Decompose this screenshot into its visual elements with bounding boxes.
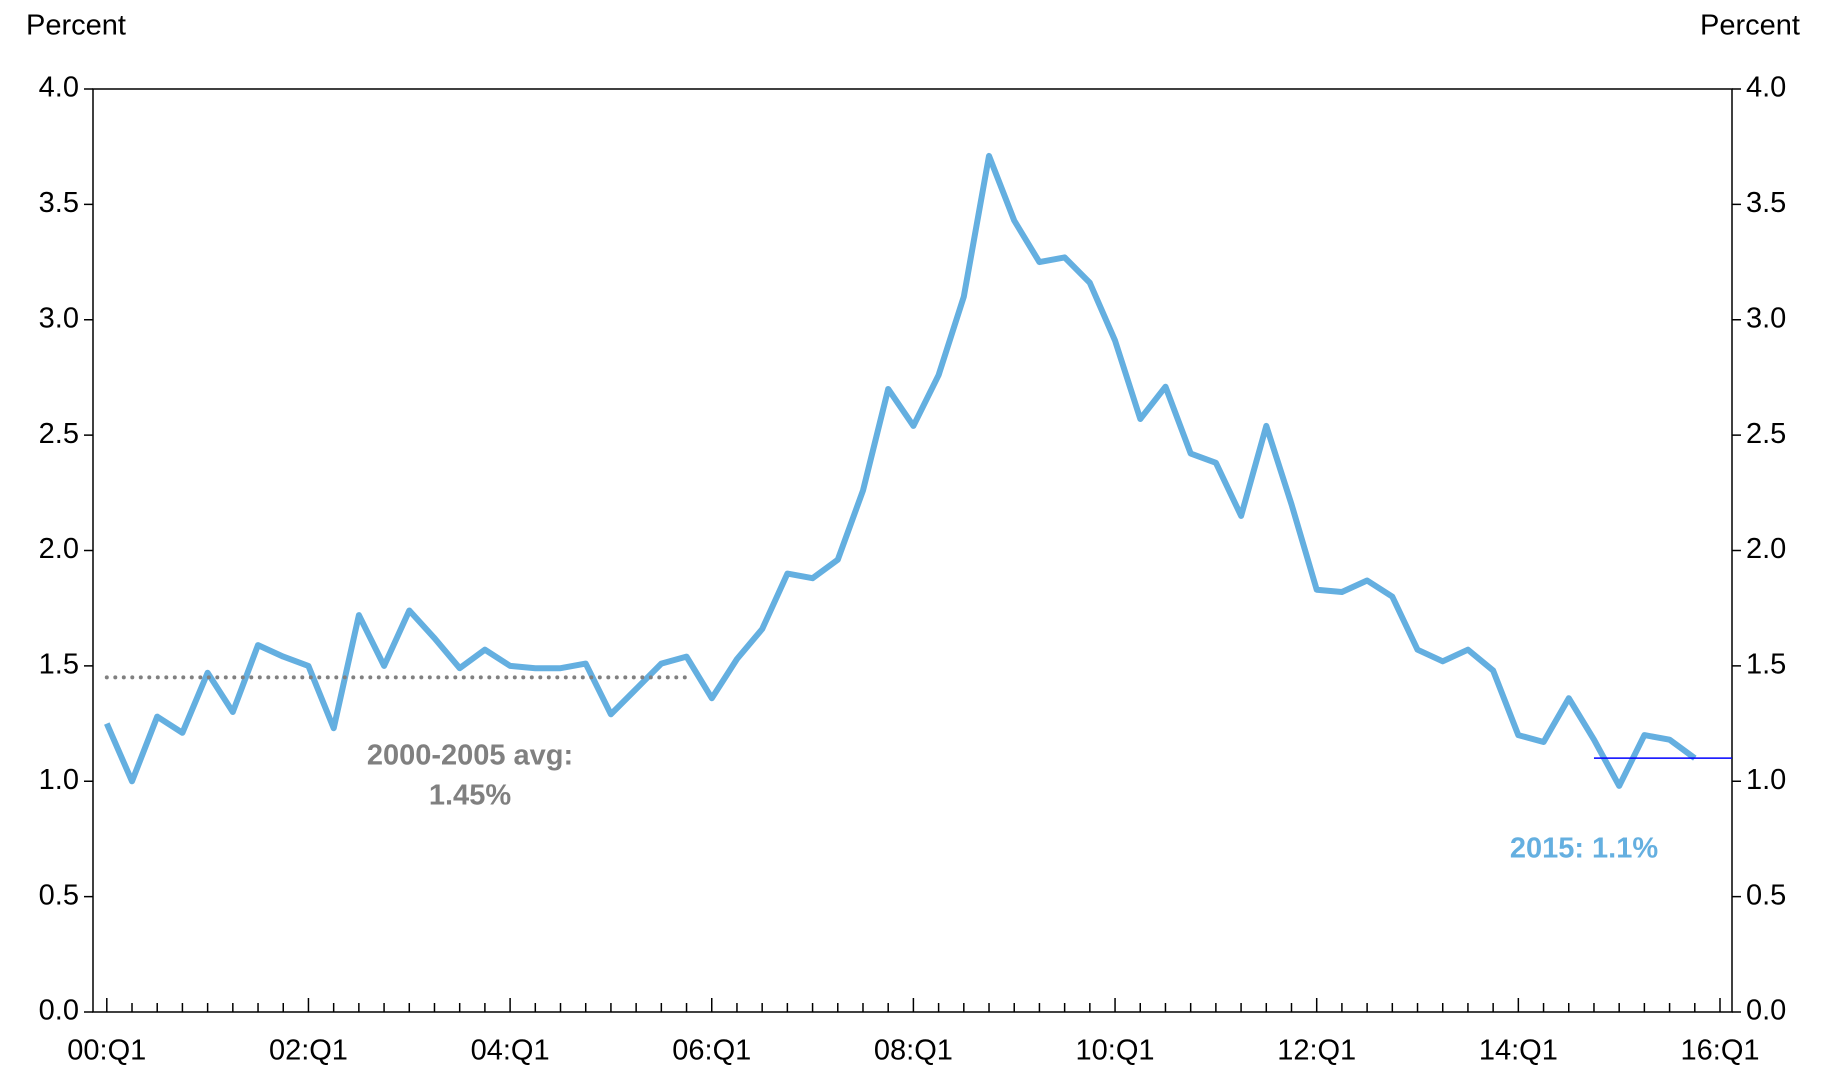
y2-tick-label: 1.0 (1746, 764, 1786, 796)
x-tick-label: 08:Q1 (874, 1035, 953, 1067)
x-tick-label: 00:Q1 (67, 1035, 146, 1067)
x-tick-label: 16:Q1 (1681, 1035, 1760, 1067)
y2-tick-label: 0.0 (1746, 995, 1786, 1027)
y-tick-label: 2.0 (39, 533, 79, 565)
y-tick-label: 3.0 (39, 302, 79, 334)
y-tick-label: 4.0 (39, 72, 79, 104)
y-tick-label: 1.0 (39, 764, 79, 796)
y2-tick-label: 3.5 (1746, 187, 1786, 219)
annotation: 2015: 1.1% (1510, 833, 1659, 865)
y-tick-label: 0.0 (39, 995, 79, 1027)
x-tick-label: 10:Q1 (1076, 1035, 1155, 1067)
x-tick-label: 04:Q1 (471, 1035, 550, 1067)
y2-tick-label: 4.0 (1746, 72, 1786, 104)
y-tick-label: 0.5 (39, 879, 79, 911)
x-tick-label: 02:Q1 (269, 1035, 348, 1067)
y-tick-label: 2.5 (39, 418, 79, 450)
annotation: 1.45% (429, 780, 511, 812)
line-series (104, 152, 1697, 789)
plot-frame (92, 88, 1733, 1013)
y2-tick-label: 1.5 (1746, 649, 1786, 681)
y-tick-label: 3.5 (39, 187, 79, 219)
y2-tick-label: 2.0 (1746, 533, 1786, 565)
x-tick-label: 14:Q1 (1479, 1035, 1558, 1067)
x-tick-label: 12:Q1 (1277, 1035, 1356, 1067)
y2-tick-label: 2.5 (1746, 418, 1786, 450)
y2-axis-label: Percent (1700, 10, 1800, 42)
y2-tick-label: 3.0 (1746, 302, 1786, 334)
x-tick-label: 06:Q1 (672, 1035, 751, 1067)
y-axis-label: Percent (26, 10, 126, 42)
y2-tick-label: 0.5 (1746, 879, 1786, 911)
annotation: 2000-2005 avg: (367, 740, 573, 772)
y-tick-label: 1.5 (39, 649, 79, 681)
